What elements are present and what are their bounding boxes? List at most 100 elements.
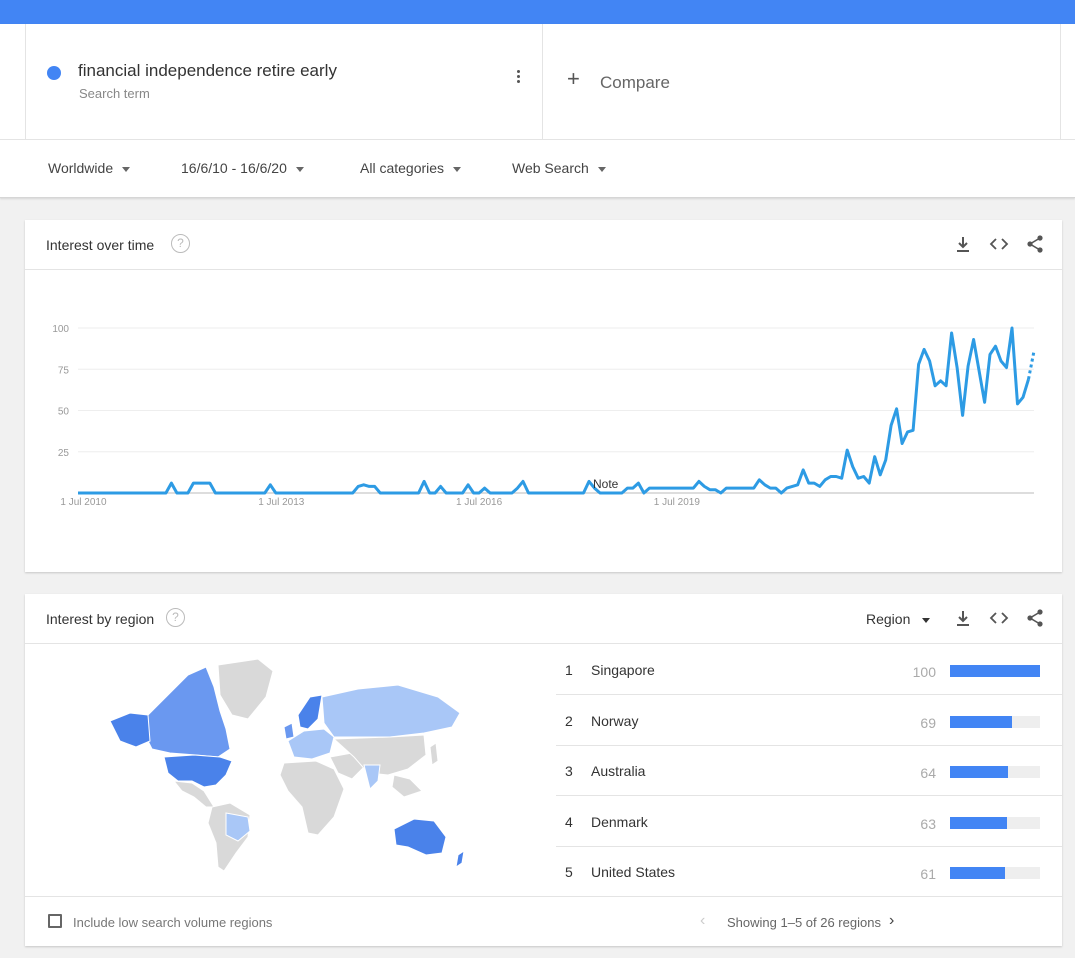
region-ranking-row[interactable]: 2 Norway 69 <box>556 695 1062 746</box>
map-region-greenland[interactable] <box>217 658 274 720</box>
map-region-japan[interactable] <box>429 742 439 766</box>
map-region-australia[interactable] <box>393 818 447 856</box>
search-term-text[interactable]: financial independence retire early <box>78 61 337 80</box>
y-tick-label: 50 <box>58 407 70 418</box>
plus-icon: + <box>567 66 580 91</box>
card-header: Interest over time ? <box>25 220 1062 270</box>
ranking-value: 61 <box>920 866 936 882</box>
card-header: Interest by region ? Region <box>25 594 1062 644</box>
ranking-region-name: United States <box>591 864 676 880</box>
x-tick-label: 1 Jul 2016 <box>456 497 503 508</box>
x-tick-label: 1 Jul 2013 <box>258 497 305 508</box>
filter-bar: Worldwide 16/6/10 - 16/6/20 All categori… <box>0 139 1075 198</box>
search-term-card[interactable]: financial independence retire early Sear… <box>25 24 543 139</box>
chevron-down-icon <box>122 166 131 172</box>
map-region-central-america[interactable] <box>172 780 215 808</box>
map-region-uk[interactable] <box>283 722 295 740</box>
download-icon[interactable] <box>952 233 974 255</box>
chevron-right-icon[interactable]: › <box>889 912 895 929</box>
ranking-value: 69 <box>920 714 936 731</box>
embed-code-icon[interactable] <box>988 607 1010 629</box>
region-filter-label: Worldwide <box>48 160 114 176</box>
ranking-number: 3 <box>565 763 573 779</box>
ranking-bar-fill <box>950 715 1013 728</box>
download-icon[interactable] <box>952 607 974 629</box>
map-region-asia[interactable] <box>332 734 427 776</box>
help-circle-icon[interactable]: ? <box>171 234 190 253</box>
map-region-europe[interactable] <box>287 728 335 760</box>
compare-card[interactable]: + Compare <box>543 24 1061 139</box>
chevron-down-icon <box>597 166 606 172</box>
ranking-value: 63 <box>920 815 936 832</box>
map-region-scandinavia[interactable] <box>297 694 323 730</box>
map-region-brazil[interactable] <box>225 812 251 842</box>
ranking-region-name: Singapore <box>591 662 655 678</box>
include-low-volume-checkbox[interactable] <box>48 914 62 928</box>
category-filter-label: All categories <box>360 160 445 176</box>
chevron-down-icon <box>295 166 304 172</box>
category-filter[interactable]: All categories <box>360 160 462 176</box>
x-tick-label: 1 Jul 2010 <box>60 497 107 508</box>
ranking-value: 64 <box>920 765 936 781</box>
map-region-canada[interactable] <box>143 666 231 758</box>
y-tick-label: 25 <box>58 448 70 459</box>
ranking-number: 2 <box>565 712 573 729</box>
ranking-number: 5 <box>565 864 573 880</box>
ranking-bar-fill <box>950 816 1007 829</box>
ranking-number: 4 <box>565 813 573 830</box>
chevron-down-icon <box>922 617 931 623</box>
share-icon[interactable] <box>1024 607 1046 629</box>
ranking-bar-fill <box>950 766 1008 778</box>
map-region-alaska[interactable] <box>109 712 151 748</box>
map-region-india[interactable] <box>363 764 381 790</box>
y-tick-label: 100 <box>52 324 69 335</box>
ranking-bar <box>950 867 1040 879</box>
card-footer: Include low search volume regions ‹ Show… <box>25 896 1062 946</box>
help-circle-icon[interactable]: ? <box>166 608 185 627</box>
region-ranking-row[interactable]: 5 United States 61 <box>556 846 1062 897</box>
ranking-region-name: Norway <box>591 712 639 729</box>
resolution-select[interactable]: Region <box>866 611 931 627</box>
interest-by-region-card: Interest by region ? Region <box>25 594 1062 946</box>
x-tick-label: 1 Jul 2019 <box>654 497 701 508</box>
compare-label: Compare <box>600 73 670 92</box>
more-vert-icon[interactable] <box>514 70 522 88</box>
map-region-middle-east[interactable] <box>329 752 365 780</box>
top-app-bar <box>0 0 1075 24</box>
ranking-number: 1 <box>565 662 573 678</box>
map-region-africa[interactable] <box>279 760 345 836</box>
chevron-left-icon[interactable]: ‹ <box>700 912 706 929</box>
chart-note-label[interactable]: Note <box>593 477 619 491</box>
interest-by-region-title: Interest by region <box>46 611 155 627</box>
ranking-region-name: Denmark <box>591 813 648 830</box>
ranking-bar <box>950 766 1040 778</box>
map-region-united-states[interactable] <box>163 754 233 788</box>
ranking-value: 100 <box>912 664 936 680</box>
search-type-filter[interactable]: Web Search <box>512 160 606 176</box>
interest-over-time-card: Interest over time ? 100 75 50 25 1 Jul 201… <box>25 220 1062 572</box>
share-icon[interactable] <box>1024 233 1046 255</box>
series-line-partial <box>1027 350 1036 380</box>
map-region-russia[interactable] <box>321 684 461 738</box>
map-region-southeast-asia[interactable] <box>391 774 423 798</box>
interest-over-time-chart[interactable]: 100 75 50 25 1 Jul 2010 1 Jul 2013 1 Jul 2016… <box>25 271 1062 521</box>
y-tick-label: 75 <box>58 365 70 376</box>
chevron-down-icon <box>453 166 462 172</box>
ranking-bar-fill <box>950 867 1005 879</box>
ranking-region-name: Australia <box>591 763 646 779</box>
ranking-bar <box>950 816 1040 829</box>
explore-header: financial independence retire early Sear… <box>0 24 1075 198</box>
term-color-dot <box>47 66 61 80</box>
date-filter[interactable]: 16/6/10 - 16/6/20 <box>181 160 304 176</box>
series-line <box>78 326 1030 495</box>
ranking-bar-fill <box>950 665 1040 677</box>
resolution-select-label: Region <box>866 611 911 627</box>
region-ranking-row[interactable]: 1 Singapore 100 <box>556 644 1062 695</box>
world-map[interactable] <box>108 657 468 882</box>
region-filter[interactable]: Worldwide <box>48 160 131 176</box>
region-ranking-row[interactable]: 3 Australia 64 <box>556 745 1062 796</box>
region-ranking-row[interactable]: 4 Denmark 63 <box>556 796 1062 847</box>
map-region-new-zealand[interactable] <box>455 849 465 869</box>
embed-code-icon[interactable] <box>988 233 1010 255</box>
search-type-filter-label: Web Search <box>512 160 589 176</box>
